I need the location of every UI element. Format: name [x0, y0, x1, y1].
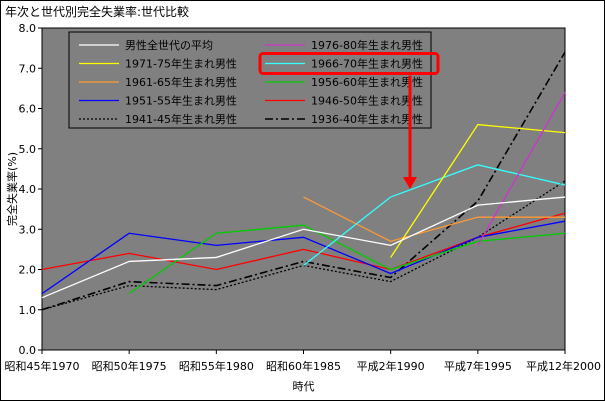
- x-tick-label: 昭和60年1985: [266, 359, 341, 373]
- chart-title: 年次と世代別完全失業率:世代比較: [5, 5, 190, 19]
- x-tick-label: 平成2年1990: [357, 359, 425, 373]
- legend-label: 男性全世代の平均: [125, 38, 213, 52]
- y-tick-label: 8.0: [19, 22, 37, 35]
- legend-label: 1951-55年生まれ男性: [125, 94, 237, 108]
- series-line: [41, 220, 566, 295]
- x-tick-label: 平成7年1995: [444, 359, 512, 373]
- series-line: [41, 51, 566, 311]
- series-line: [303, 164, 566, 266]
- y-tick-label: 4.0: [19, 183, 37, 196]
- legend-label: 1946-50年生まれ男性: [311, 94, 423, 108]
- series-line: [390, 123, 566, 258]
- series-line: [41, 196, 566, 299]
- legend-label: 1941-45年生まれ男性: [125, 112, 237, 126]
- legend-label: 1976-80年生まれ男性: [311, 38, 423, 52]
- y-axis-title: 完全失業率(%): [5, 152, 19, 226]
- y-tick-label: 3.0: [19, 223, 37, 236]
- legend-label: 1936-40年生まれ男性: [311, 112, 423, 126]
- x-tick-label: 平成12年2000: [526, 359, 601, 373]
- series-line: [303, 196, 565, 243]
- legend-label: 1966-70年生まれ男性: [311, 57, 423, 71]
- y-tick-label: 5.0: [19, 143, 37, 156]
- legend-box: [68, 31, 432, 129]
- highlight-arrow-head: [403, 177, 417, 190]
- x-tick-label: 昭和45年1970: [5, 359, 80, 373]
- y-tick-label: 0.0: [19, 344, 37, 357]
- series-line: [477, 92, 566, 246]
- y-tick-label: 2.0: [19, 264, 37, 277]
- series-line: [128, 224, 566, 295]
- x-tick-label: 昭和50年1975: [92, 359, 167, 373]
- x-axis-title: 時代: [293, 380, 315, 393]
- y-tick-label: 7.0: [19, 62, 37, 75]
- highlight-box: [258, 52, 440, 75]
- legend-label: 1971-75年生まれ男性: [125, 57, 237, 71]
- x-tick-label: 昭和55年1980: [179, 359, 254, 373]
- legend-label: 1956-60年生まれ男性: [311, 75, 423, 89]
- y-tick-label: 1.0: [19, 304, 37, 317]
- y-tick-label: 6.0: [19, 103, 37, 116]
- legend-label: 1961-65年生まれ男性: [125, 75, 237, 89]
